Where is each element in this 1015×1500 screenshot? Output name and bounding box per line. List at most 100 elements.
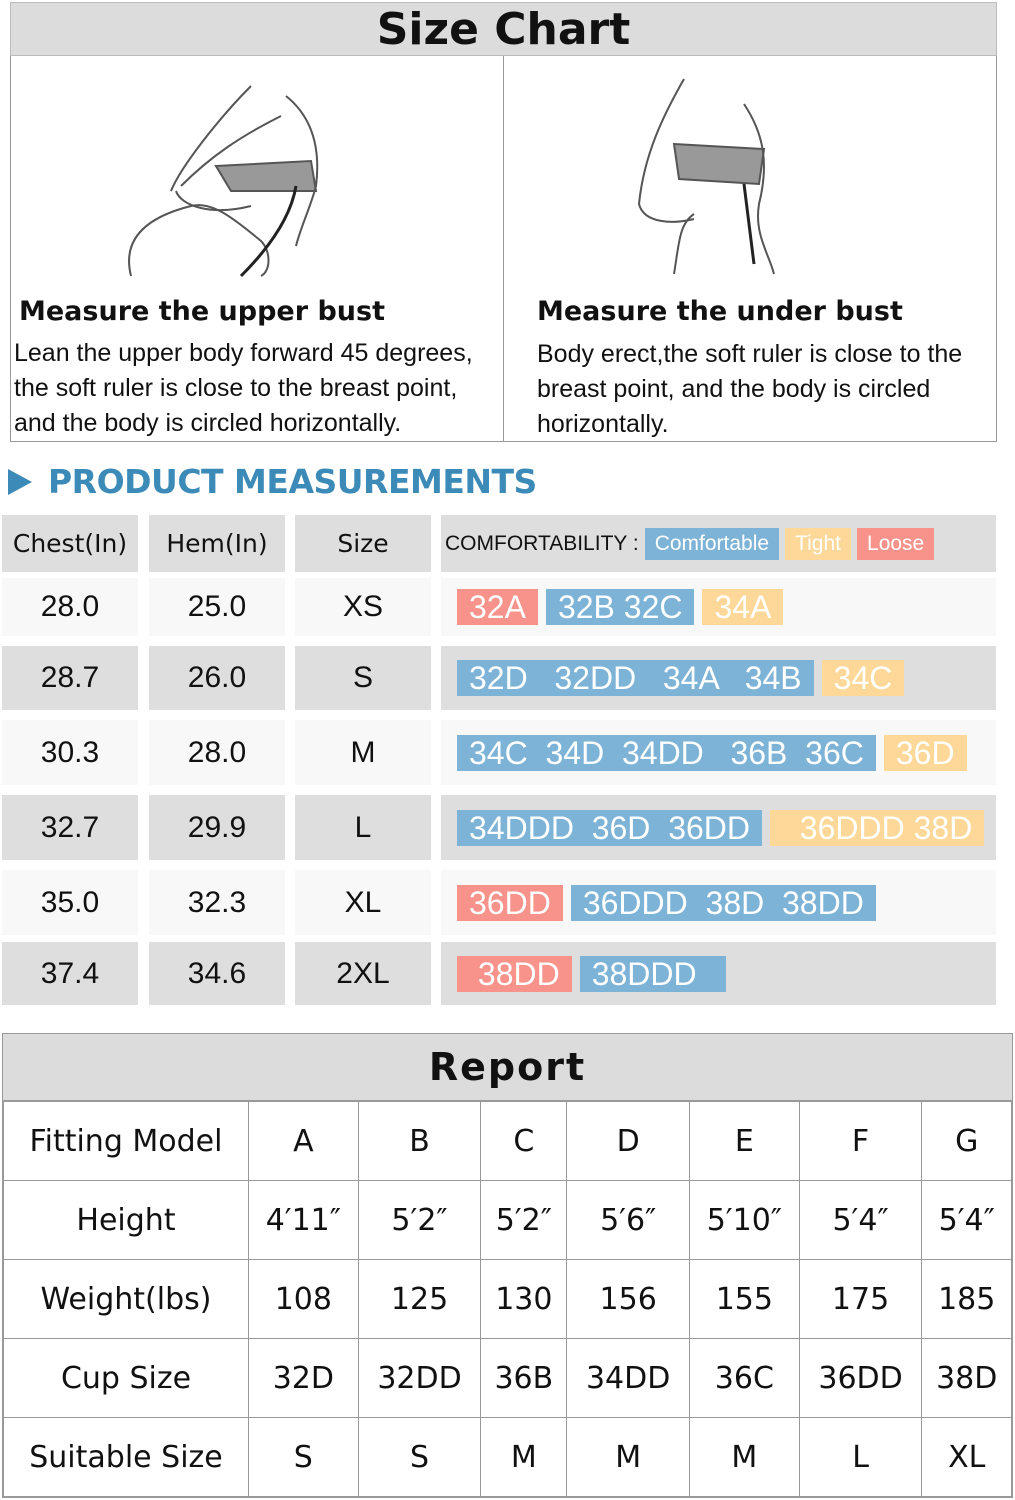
report-row-label: Cup Size: [3, 1338, 249, 1418]
cup-size-chip: 32A: [457, 589, 538, 625]
cup-size-chip: 34DDD 36D 36DD: [457, 809, 762, 846]
report-cell: 5′2″: [480, 1180, 568, 1260]
cup-size-chip: 36DD: [457, 884, 563, 921]
cell-size: XL: [295, 870, 431, 935]
cell-size: M: [295, 720, 431, 785]
section-heading: PRODUCT MEASUREMENTS: [8, 462, 537, 501]
cell-hem: 32.3: [149, 870, 285, 935]
header-chest: Chest(In): [2, 515, 138, 572]
cup-size-chip: 34A: [702, 589, 784, 625]
upper-bust-panel: Measure the upper bust Lean the upper bo…: [10, 56, 504, 442]
upper-bust-description: Lean the upper body forward 45 degrees, …: [14, 336, 473, 441]
cell-hem: 25.0: [149, 578, 285, 636]
under-bust-figure-illustration: [637, 78, 775, 275]
report-cell: 130: [480, 1259, 568, 1339]
report-cell: B: [357, 1101, 482, 1181]
report-cell: 5′6″: [566, 1180, 691, 1260]
cell-size: S: [295, 646, 431, 710]
report-cell: S: [248, 1417, 359, 1497]
report-cell: 185: [921, 1259, 1012, 1339]
report-cell: 32D: [248, 1338, 359, 1418]
report-cell: 34DD: [566, 1338, 691, 1418]
report-cell: D: [566, 1101, 691, 1181]
cup-size-chip: 36D: [883, 734, 967, 771]
desc-line: Lean the upper body forward 45 degrees,: [14, 339, 473, 367]
desc-line: the soft ruler is close to the breast po…: [14, 374, 458, 402]
report-row-label: Weight(lbs): [3, 1259, 249, 1339]
desc-line: and the body is circled horizontally.: [14, 409, 402, 437]
upper-bust-title: Measure the upper bust: [19, 296, 385, 327]
section-title: PRODUCT MEASUREMENTS: [48, 462, 537, 501]
triangle-right-icon: [8, 468, 32, 495]
header-hem: Hem(In): [149, 515, 285, 572]
comfortability-legend: COMFORTABILITY : Comfortable Tight Loose: [441, 515, 996, 572]
cup-size-chip: 32D 32DD 34A 34B: [457, 660, 814, 696]
cell-chest: 35.0: [2, 870, 138, 935]
report-cell: 5′4″: [921, 1180, 1012, 1260]
cell-chest: 37.4: [2, 942, 138, 1005]
report-row-label: Suitable Size: [3, 1417, 249, 1497]
report-cell: 5′2″: [357, 1180, 482, 1260]
desc-line: breast point, and the body is circled: [537, 375, 931, 403]
report-cell: A: [248, 1101, 359, 1181]
under-bust-title: Measure the under bust: [537, 296, 903, 327]
upper-bust-figure-illustration: [128, 85, 319, 278]
report-cell: L: [798, 1417, 923, 1497]
report-cell: M: [689, 1417, 800, 1497]
report-cell: 36C: [689, 1338, 800, 1418]
report-cell: 36B: [480, 1338, 568, 1418]
report-table: Report Fitting Model A B C D E F G Height 4′11″ 5′…: [2, 1033, 1013, 1498]
report-cell: M: [480, 1417, 568, 1497]
cell-chest: 30.3: [2, 720, 138, 785]
under-bust-description: Body erect,the soft ruler is close to th…: [537, 337, 962, 442]
report-row: Weight(lbs) 108 125 130 156 155 175 185: [3, 1259, 1012, 1339]
report-cell: 175: [798, 1259, 923, 1339]
report-cell: F: [798, 1101, 923, 1181]
cell-size: L: [295, 795, 431, 860]
cup-size-chip: 38DD: [457, 955, 572, 992]
cup-size-chips: 34DDD 36D 36DD 36DDD 38D: [441, 795, 996, 860]
cup-size-chips: 32D 32DD 34A 34B 34C: [441, 646, 996, 710]
page-title: Size Chart: [10, 2, 997, 56]
cell-chest: 28.0: [2, 578, 138, 636]
cell-hem: 28.0: [149, 720, 285, 785]
desc-line: horizontally.: [537, 410, 669, 438]
report-row-label: Fitting Model: [3, 1101, 249, 1181]
report-cell: 108: [248, 1259, 359, 1339]
cell-hem: 34.6: [149, 942, 285, 1005]
report-cell: M: [566, 1417, 691, 1497]
legend-comfortable: Comfortable: [644, 527, 780, 560]
cell-hem: 29.9: [149, 795, 285, 860]
report-cell: G: [921, 1101, 1012, 1181]
cell-size: 2XL: [295, 942, 431, 1005]
legend-loose: Loose: [857, 527, 935, 560]
report-cell: 36DD: [798, 1338, 923, 1418]
cell-size: XS: [295, 578, 431, 636]
report-cell: E: [689, 1101, 800, 1181]
legend-tight: Tight: [785, 527, 852, 560]
report-cell: 38D: [921, 1338, 1012, 1418]
report-cell: 4′11″: [248, 1180, 359, 1260]
desc-line: Body erect,the soft ruler is close to th…: [537, 340, 963, 368]
cup-size-chip: 36DDD 38D: [770, 809, 985, 846]
cup-size-chips: 32A 32B 32C 34A: [441, 578, 996, 636]
report-cell: 156: [566, 1259, 691, 1339]
cell-chest: 28.7: [2, 646, 138, 710]
report-title: Report: [3, 1034, 1012, 1101]
cup-size-chip: 38DDD: [579, 955, 727, 992]
cup-size-chip: 36DDD 38D 38DD: [570, 884, 876, 921]
report-cell: 155: [689, 1259, 800, 1339]
report-cell: 5′10″: [689, 1180, 800, 1260]
report-cell: XL: [921, 1417, 1012, 1497]
report-row: Fitting Model A B C D E F G: [3, 1101, 1012, 1181]
report-cell: S: [357, 1417, 482, 1497]
comfortability-label: COMFORTABILITY :: [445, 531, 639, 555]
cell-hem: 26.0: [149, 646, 285, 710]
cup-size-chip: 32B 32C: [545, 589, 695, 625]
header-size: Size: [295, 515, 431, 572]
report-cell: 5′4″: [798, 1180, 923, 1260]
cup-size-chips: 36DD 36DDD 38D 38DD: [441, 870, 996, 935]
report-row-label: Height: [3, 1180, 249, 1260]
report-cell: C: [480, 1101, 568, 1181]
cup-size-chips: 38DD 38DDD: [441, 942, 996, 1005]
